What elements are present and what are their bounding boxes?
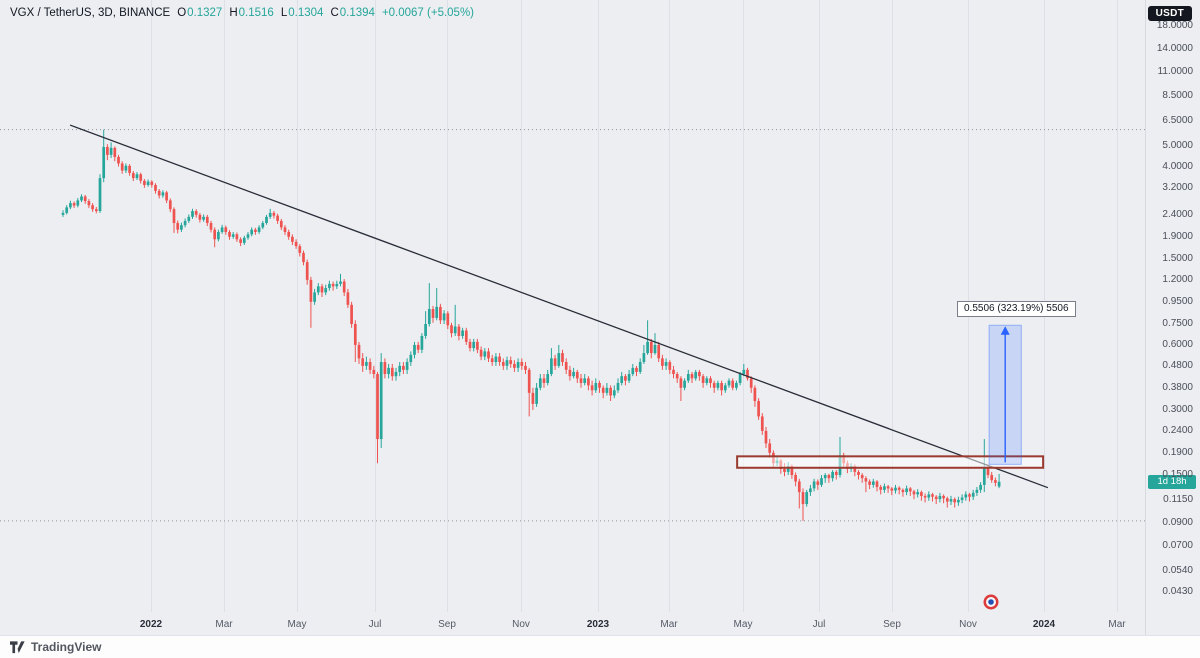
price-tick-label: 6.5000: [1162, 115, 1193, 127]
time-tick-label: Jul: [812, 619, 826, 630]
bar-countdown-badge: 1d 18h: [1148, 475, 1196, 489]
price-tick-label: 0.0900: [1162, 516, 1193, 528]
ohlc-low: L 0.1304: [281, 7, 324, 19]
price-tick-label: 1.2000: [1162, 273, 1193, 285]
high-label: H: [229, 7, 238, 19]
chart-canvas[interactable]: VGX / TetherUS, 3D, BINANCE O 0.1327 H 0.1…: [0, 0, 1200, 635]
time-tick-label: Sep: [883, 619, 901, 630]
price-tick-label: 0.3000: [1162, 403, 1193, 415]
price-tick-label: 0.9500: [1162, 295, 1193, 307]
resistance-box[interactable]: [736, 455, 1045, 469]
high-value: 0.1516: [238, 7, 274, 19]
time-axis[interactable]: 2022 Mar May Jul Sep Nov 2023 Mar May Jul Sep Nov 20…: [0, 611, 1145, 635]
time-tick-label: Sep: [438, 619, 456, 630]
descending-trendline[interactable]: [69, 124, 1049, 489]
time-tick-label: Mar: [660, 619, 678, 630]
symbol-info-bar: VGX / TetherUS, 3D, BINANCE O 0.1327 H 0.1…: [10, 7, 474, 19]
price-tick-label: 0.0430: [1162, 586, 1193, 598]
tradingview-logo-icon[interactable]: [10, 640, 25, 654]
time-tick-label: May: [733, 619, 753, 630]
change-value: +0.0067 (+5.05%): [381, 7, 475, 19]
time-tick-label: Mar: [215, 619, 233, 630]
price-tick-label: 0.1150: [1163, 493, 1193, 505]
price-tick-label: 11.0000: [1157, 66, 1193, 78]
time-tick-label: Mar: [1108, 619, 1126, 630]
open-label: O: [177, 7, 187, 19]
price-tick-label: 2.4000: [1162, 208, 1193, 220]
projection-measure-label[interactable]: 0.5506 (323.19%) 5506: [957, 301, 1076, 317]
roundel-sticker-center: [988, 599, 994, 605]
time-tick-label: May: [287, 619, 307, 630]
tradingview-brand[interactable]: TradingView: [31, 640, 102, 654]
price-tick-label: 5.0000: [1162, 140, 1193, 151]
time-tick-label: 2023: [586, 619, 610, 630]
low-value: 0.1304: [288, 7, 324, 19]
ohlc-open: O 0.1327: [177, 7, 222, 19]
price-tick-label: 0.7500: [1162, 317, 1193, 329]
quote-currency-badge: USDT: [1147, 6, 1192, 21]
price-tick-label: 14.0000: [1156, 43, 1193, 55]
price-tick-label: 0.4800: [1162, 359, 1193, 371]
candlestick-series[interactable]: [61, 129, 1001, 521]
projection-arrowhead-icon: [1000, 326, 1010, 335]
time-tick-label: 2022: [139, 619, 163, 630]
time-tick-label: 2024: [1032, 619, 1056, 630]
price-tick-label: 3.2000: [1162, 181, 1193, 193]
price-tick-label: 0.1500: [1162, 468, 1193, 480]
price-tick-label: 1.5000: [1162, 252, 1193, 264]
price-tick-label: 18.0000: [1156, 19, 1193, 31]
symbol-title[interactable]: VGX / TetherUS, 3D, BINANCE: [10, 7, 171, 19]
ohlc-close: C 0.1394: [330, 7, 375, 19]
price-chart-svg[interactable]: [0, 0, 1145, 635]
low-label: L: [280, 7, 288, 19]
price-tick-label: 0.3800: [1162, 381, 1193, 393]
footer-bar: TradingView: [0, 635, 1200, 658]
price-tick-label: 0.1900: [1162, 446, 1193, 458]
price-tick-label: 0.6000: [1162, 338, 1193, 350]
price-tick-label: 4.0000: [1162, 160, 1193, 172]
close-label: C: [330, 7, 339, 19]
ohlc-high: H 0.1516: [229, 7, 274, 19]
open-value: 0.1327: [187, 7, 223, 19]
price-tick-label: 0.2400: [1162, 424, 1193, 436]
time-tick-label: Nov: [512, 619, 530, 630]
price-axis[interactable]: 1d 18h 18.0000 14.0000 11.0000 8.5000 6.5000…: [1145, 0, 1200, 635]
price-tick-label: 0.0700: [1162, 540, 1193, 552]
time-tick-label: Nov: [959, 619, 977, 630]
price-tick-label: 1.9000: [1162, 230, 1193, 242]
close-value: 0.1394: [339, 7, 375, 19]
price-tick-label: 8.5000: [1162, 90, 1193, 102]
price-tick-label: 0.0540: [1162, 564, 1193, 576]
time-tick-label: Jul: [368, 619, 382, 630]
